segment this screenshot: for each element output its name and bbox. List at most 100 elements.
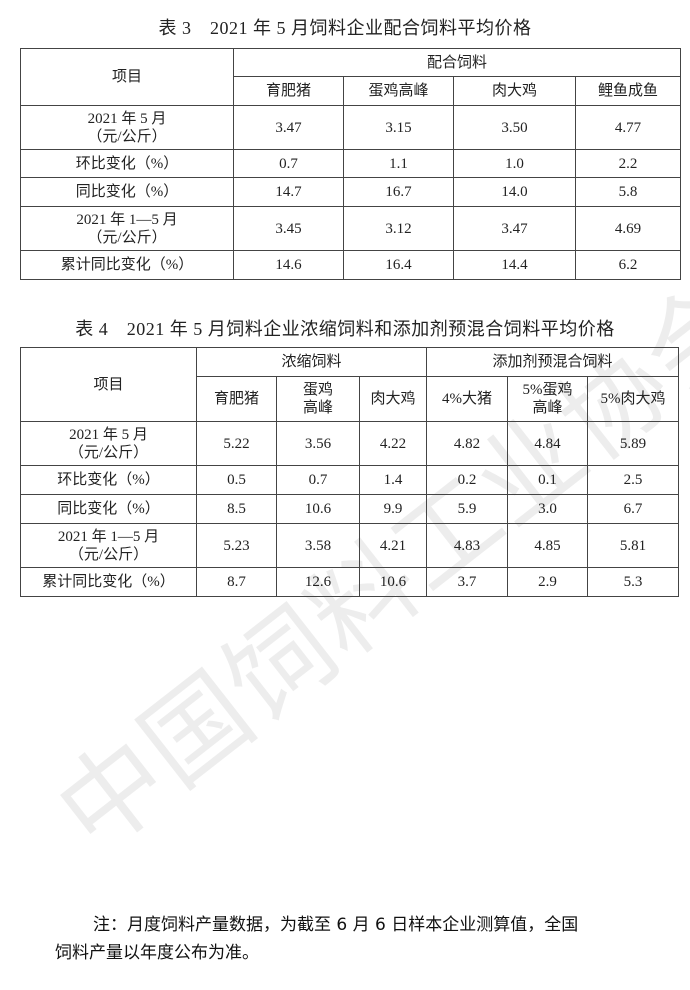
- note-line-2: 饲料产量以年度公布为准。: [55, 943, 259, 963]
- cell-value: 4.85: [507, 523, 589, 568]
- row-label-line: 环比变化（%）: [75, 155, 179, 172]
- cell-value: 4.21: [358, 523, 428, 568]
- cell-value: 0.1: [507, 465, 589, 495]
- cell-value: 4.69: [574, 206, 682, 251]
- cell-value: 4.84: [507, 421, 589, 466]
- row-label-line: 2021 年 5 月: [69, 426, 148, 443]
- column-header: 肉大鸡: [358, 376, 428, 422]
- cell-value: 0.7: [276, 465, 360, 495]
- column-header: 4%大猪: [426, 376, 509, 422]
- row-label: 累计同比变化（%）: [20, 250, 234, 280]
- row-label-line: 2021 年 1—5 月: [57, 528, 160, 545]
- table-row: 累计同比变化（%） 14.6 16.4 14.4 6.2: [20, 250, 682, 280]
- cell-value: 0.7: [233, 149, 344, 178]
- cell-value: 12.6: [276, 567, 360, 597]
- table-row: 同比变化（%） 8.5 10.6 9.9 5.9 3.0 6.7: [20, 494, 680, 524]
- row-label-line: 环比变化（%）: [57, 472, 160, 488]
- column-header: 鲤鱼成鱼: [574, 76, 682, 106]
- cell-value: 1.4: [358, 465, 428, 495]
- cell-value: 4.82: [426, 421, 509, 466]
- cell-value: 3.12: [343, 206, 454, 251]
- row-label: 环比变化（%）: [20, 465, 197, 495]
- cell-value: 3.58: [276, 523, 360, 568]
- cell-value: 4.22: [358, 421, 428, 466]
- column-header: 5%肉大鸡: [587, 376, 680, 422]
- table3-title: 表 3 2021 年 5 月饲料企业配合饲料平均价格: [158, 18, 532, 38]
- table-row: 2021 年 1—5 月（元/公斤） 5.23 3.58 4.21 4.83 4.85 5.…: [20, 523, 680, 568]
- row-label: 累计同比变化（%）: [20, 567, 197, 597]
- table4-feed-prices: 项目 浓缩饲料 添加剂预混合饲料 育肥猪 蛋鸡 高峰 肉大鸡 4%大猪 5%蛋鸡 高峰 5%肉…: [20, 347, 680, 597]
- table4-title: 表 4 2021 年 5 月饲料企业浓缩饲料和添加剂预混合饲料平均价格: [75, 319, 615, 339]
- table-row: 2021 年 1—5 月（元/公斤） 3.45 3.12 3.47 4.69: [20, 206, 682, 251]
- column-header-line: 肉大鸡: [370, 391, 416, 407]
- cell-value: 3.56: [276, 421, 360, 466]
- cell-value: 6.7: [587, 494, 680, 524]
- row-label: 2021 年 1—5 月（元/公斤）: [20, 206, 234, 251]
- cell-value: 5.3: [587, 567, 680, 597]
- row-label-unit: （元/公斤）: [68, 444, 149, 461]
- cell-value: 3.47: [233, 105, 344, 150]
- cell-value: 8.7: [196, 567, 277, 597]
- cell-value: 2.2: [574, 149, 682, 178]
- column-header: 5%蛋鸡高峰: [507, 376, 589, 422]
- column-header: 蛋鸡高峰: [276, 376, 360, 422]
- cell-value: 3.50: [453, 105, 576, 150]
- cell-value: 14.0: [453, 177, 576, 207]
- item-header: 项目: [20, 347, 197, 422]
- row-label: 2021 年 5 月（元/公斤）: [20, 421, 197, 466]
- column-header-line: 高峰: [532, 400, 563, 416]
- row-label: 同比变化（%）: [20, 177, 234, 207]
- table-row: 环比变化（%） 0.7 1.1 1.0 2.2: [20, 149, 682, 178]
- cell-value: 2.9: [507, 567, 589, 597]
- cell-value: 14.7: [233, 177, 344, 207]
- cell-value: 1.1: [343, 149, 454, 178]
- cell-value: 1.0: [453, 149, 576, 178]
- column-header-line: 育肥猪: [213, 391, 259, 407]
- table3-feed-prices: 项目 配合饲料 育肥猪 蛋鸡高峰 肉大鸡 鲤鱼成鱼 2021 年 5 月（元/公斤） 3…: [20, 48, 682, 280]
- cell-value: 5.23: [196, 523, 277, 568]
- cell-value: 5.8: [574, 177, 682, 207]
- column-header-line: 5%肉大鸡: [600, 391, 666, 407]
- cell-value: 8.5: [196, 494, 277, 524]
- column-header-line: 高峰: [302, 400, 333, 416]
- cell-value: 4.77: [574, 105, 682, 150]
- cell-value: 5.22: [196, 421, 277, 466]
- row-label-unit: （元/公斤）: [68, 546, 149, 563]
- column-header-line: 4%大猪: [442, 391, 493, 407]
- cell-value: 0.2: [426, 465, 509, 495]
- cell-value: 5.81: [587, 523, 680, 568]
- cell-value: 0.5: [196, 465, 277, 495]
- cell-value: 16.4: [343, 250, 454, 280]
- table-row: 2021 年 5 月（元/公斤） 5.22 3.56 4.22 4.82 4.84 5.89: [20, 421, 680, 466]
- column-header-line: 蛋鸡: [302, 382, 333, 398]
- cell-value: 5.89: [587, 421, 680, 466]
- row-label-line: 同比变化（%）: [75, 184, 179, 200]
- cell-value: 6.2: [574, 250, 682, 280]
- group-header-concentrate: 浓缩饲料: [195, 347, 428, 377]
- column-header: 蛋鸡高峰: [343, 76, 454, 106]
- cell-value: 10.6: [358, 567, 428, 597]
- table-row: 环比变化（%） 0.5 0.7 1.4 0.2 0.1 2.5: [20, 465, 680, 495]
- row-label: 2021 年 5 月（元/公斤）: [20, 105, 234, 150]
- item-header: 项目: [20, 48, 234, 106]
- cell-value: 3.15: [343, 105, 454, 150]
- row-label: 同比变化（%）: [20, 494, 197, 524]
- cell-value: 3.45: [233, 206, 344, 251]
- row-label-line: 2021 年 5 月: [87, 110, 167, 127]
- row-label: 环比变化（%）: [20, 149, 234, 178]
- column-header-line: 5%蛋鸡: [522, 382, 573, 398]
- row-label: 2021 年 1—5 月（元/公斤）: [20, 523, 197, 568]
- cell-value: 16.7: [343, 177, 454, 207]
- row-label-line: 累计同比变化（%）: [42, 574, 175, 590]
- row-label-unit: （元/公斤）: [87, 229, 167, 246]
- cell-value: 9.9: [358, 494, 428, 524]
- cell-value: 5.9: [426, 494, 509, 524]
- row-label-line: 2021 年 1—5 月: [76, 211, 178, 228]
- cell-value: 3.0: [507, 494, 589, 524]
- cell-value: 4.83: [426, 523, 509, 568]
- row-label-unit: （元/公斤）: [87, 128, 167, 145]
- cell-value: 14.6: [233, 250, 344, 280]
- table-row: 同比变化（%） 14.7 16.7 14.0 5.8: [20, 177, 682, 207]
- note-line-1: 注：月度饲料产量数据，为截至 6 月 6 日样本企业测算值，全国: [93, 915, 579, 935]
- group-header: 配合饲料: [232, 48, 682, 77]
